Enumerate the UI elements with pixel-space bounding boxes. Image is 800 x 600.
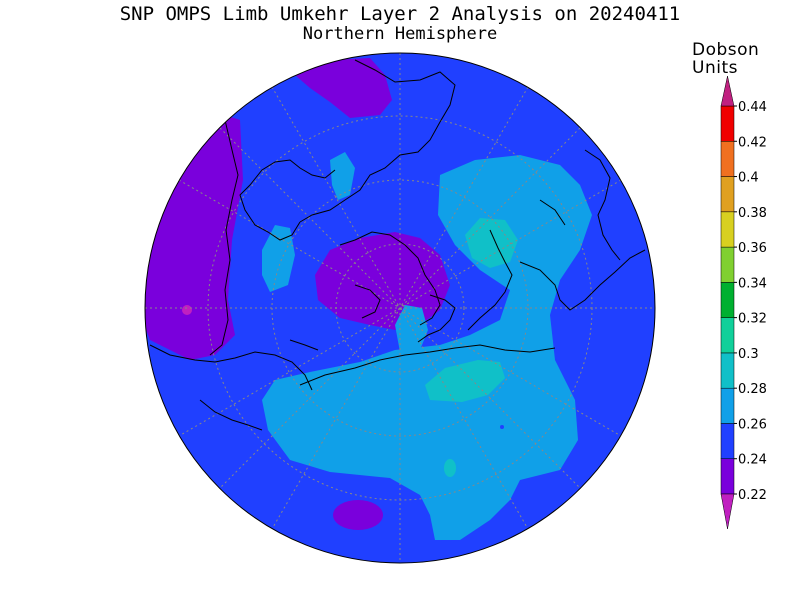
polar-map xyxy=(144,52,656,564)
field-low-north xyxy=(295,58,392,118)
colorbar-tick-label: 0.32 xyxy=(738,312,767,327)
colorbar-over-arrow xyxy=(720,75,735,107)
colorbar-under-arrow xyxy=(720,493,735,530)
field-high-atlantic xyxy=(425,360,505,402)
colorbar-tick-label: 0.3 xyxy=(738,347,759,362)
colorbar-tick-label: 0.24 xyxy=(738,453,767,468)
coastlines xyxy=(149,59,646,431)
colorbar-band xyxy=(720,211,735,248)
field-high-pacific xyxy=(465,218,518,268)
field-mid-north-blob xyxy=(330,152,355,200)
colorbar-tick-label: 0.44 xyxy=(738,100,767,115)
field-low-south xyxy=(333,500,383,530)
colorbar-band xyxy=(720,317,735,354)
colorbar-tick-label: 0.36 xyxy=(738,241,767,256)
colorbar-band xyxy=(720,423,735,459)
colorbar-tick-label: 0.34 xyxy=(738,276,767,291)
colorbar-band xyxy=(720,246,735,283)
colorbar-band xyxy=(720,105,735,142)
colorbar-band xyxy=(720,176,735,213)
field-mid-west-blob xyxy=(262,225,295,292)
colorbar-tick-label: 0.38 xyxy=(738,206,767,221)
map-subtitle: Northern Hemisphere xyxy=(302,24,498,44)
field-high-spot xyxy=(444,459,456,477)
map-border xyxy=(144,52,656,564)
field-low-spot xyxy=(182,305,192,315)
colorbar-band xyxy=(720,387,735,424)
colorbar-tick-label: 0.26 xyxy=(738,417,767,432)
colorbar-tick-label: 0.28 xyxy=(738,382,767,397)
units-label-line1: Dobson xyxy=(692,40,760,60)
colorbar-tick-label: 0.42 xyxy=(738,135,767,150)
units-label-line2: Units xyxy=(692,58,738,78)
map-title: SNP OMPS Limb Umkehr Layer 2 Analysis on… xyxy=(119,3,681,25)
graticule xyxy=(145,53,655,563)
colorbar-tick-label: 0.4 xyxy=(738,171,759,186)
colorbar-band xyxy=(720,458,735,495)
colorbar-band xyxy=(720,282,735,318)
colorbar-band xyxy=(720,141,735,177)
colorbar-tick-label: 0.22 xyxy=(738,488,767,503)
colorbar-band xyxy=(720,352,735,389)
